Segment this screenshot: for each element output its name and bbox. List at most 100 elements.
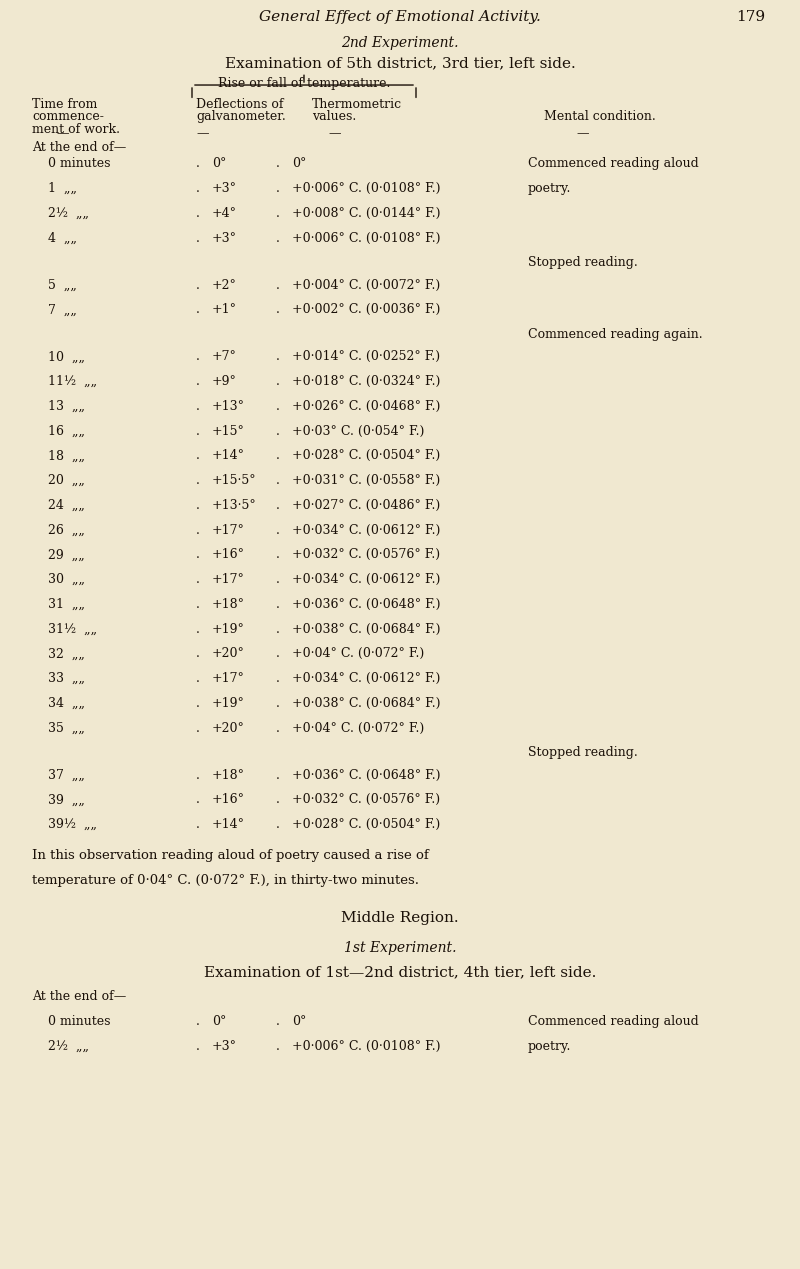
Text: —: —: [328, 127, 341, 140]
Text: +17°: +17°: [212, 673, 245, 685]
Text: .: .: [276, 647, 280, 660]
Text: —: —: [196, 127, 209, 140]
Text: .: .: [196, 303, 200, 316]
Text: .: .: [196, 449, 200, 462]
Text: General Effect of Emotional Activity.: General Effect of Emotional Activity.: [259, 10, 541, 24]
Text: Middle Region.: Middle Region.: [341, 911, 459, 925]
Text: temperature of 0·04° C. (0·072° F.), in thirty-two minutes.: temperature of 0·04° C. (0·072° F.), in …: [32, 874, 419, 887]
Text: +0·028° C. (0·0504° F.): +0·028° C. (0·0504° F.): [292, 449, 440, 462]
Text: 2nd Experiment.: 2nd Experiment.: [342, 36, 458, 49]
Text: .: .: [196, 499, 200, 511]
Text: .: .: [276, 157, 280, 170]
Text: At the end of—: At the end of—: [32, 990, 126, 1004]
Text: +0·018° C. (0·0324° F.): +0·018° C. (0·0324° F.): [292, 376, 440, 388]
Text: +14°: +14°: [212, 449, 245, 462]
Text: +0·034° C. (0·0612° F.): +0·034° C. (0·0612° F.): [292, 524, 440, 537]
Text: .: .: [196, 647, 200, 660]
Text: 0 minutes: 0 minutes: [48, 1015, 110, 1028]
Text: .: .: [196, 1015, 200, 1028]
Text: 0°: 0°: [292, 157, 306, 170]
Text: +0·032° C. (0·0576° F.): +0·032° C. (0·0576° F.): [292, 548, 440, 561]
Text: +20°: +20°: [212, 722, 245, 735]
Text: 1  „„: 1 „„: [48, 183, 77, 195]
Text: +0·004° C. (0·0072° F.): +0·004° C. (0·0072° F.): [292, 279, 440, 292]
Text: 2½  „„: 2½ „„: [48, 207, 89, 220]
Text: +3°: +3°: [212, 1039, 237, 1053]
Text: .: .: [196, 697, 200, 709]
Text: .: .: [276, 279, 280, 292]
Text: .: .: [196, 673, 200, 685]
Text: .: .: [276, 207, 280, 220]
Text: Deflections of: Deflections of: [196, 98, 283, 110]
Text: +0·002° C. (0·0036° F.): +0·002° C. (0·0036° F.): [292, 303, 440, 316]
Text: 1st Experiment.: 1st Experiment.: [344, 940, 456, 954]
Text: 0 minutes: 0 minutes: [48, 157, 110, 170]
Text: +2°: +2°: [212, 279, 237, 292]
Text: .: .: [276, 183, 280, 195]
Text: .: .: [276, 425, 280, 438]
Text: In this observation reading aloud of poetry caused a rise of: In this observation reading aloud of poe…: [32, 849, 429, 862]
Text: Commenced reading aloud: Commenced reading aloud: [528, 157, 698, 170]
Text: +0·038° C. (0·0684° F.): +0·038° C. (0·0684° F.): [292, 623, 441, 636]
Text: 5  „„: 5 „„: [48, 279, 77, 292]
Text: poetry.: poetry.: [528, 183, 571, 195]
Text: At the end of—: At the end of—: [32, 141, 126, 154]
Text: +0·034° C. (0·0612° F.): +0·034° C. (0·0612° F.): [292, 673, 440, 685]
Text: 10  „„: 10 „„: [48, 350, 85, 363]
Text: .: .: [196, 574, 200, 586]
Text: .: .: [276, 793, 280, 806]
Text: 26  „„: 26 „„: [48, 524, 85, 537]
Text: .: .: [276, 231, 280, 245]
Text: 18  „„: 18 „„: [48, 449, 85, 462]
Text: +17°: +17°: [212, 574, 245, 586]
Text: .: .: [196, 400, 200, 412]
Text: +0·006° C. (0·0108° F.): +0·006° C. (0·0108° F.): [292, 183, 441, 195]
Text: +0·027° C. (0·0486° F.): +0·027° C. (0·0486° F.): [292, 499, 440, 511]
Text: +4°: +4°: [212, 207, 237, 220]
Text: +14°: +14°: [212, 819, 245, 831]
Text: .: .: [276, 574, 280, 586]
Text: 7  „„: 7 „„: [48, 303, 77, 316]
Text: poetry.: poetry.: [528, 1039, 571, 1053]
Text: +0·031° C. (0·0558° F.): +0·031° C. (0·0558° F.): [292, 475, 440, 487]
Text: .: .: [276, 623, 280, 636]
Text: .: .: [196, 207, 200, 220]
Text: +13°: +13°: [212, 400, 245, 412]
Text: +0·026° C. (0·0468° F.): +0·026° C. (0·0468° F.): [292, 400, 440, 412]
Text: Mental condition.: Mental condition.: [544, 110, 656, 123]
Text: +17°: +17°: [212, 524, 245, 537]
Text: —: —: [56, 127, 69, 140]
Text: +0·04° C. (0·072° F.): +0·04° C. (0·072° F.): [292, 647, 424, 660]
Text: .: .: [276, 819, 280, 831]
Text: .: .: [276, 1039, 280, 1053]
Text: .: .: [196, 1039, 200, 1053]
Text: +19°: +19°: [212, 623, 245, 636]
Text: .: .: [196, 524, 200, 537]
Text: +0·014° C. (0·0252° F.): +0·014° C. (0·0252° F.): [292, 350, 440, 363]
Text: .: .: [276, 598, 280, 610]
Text: 24  „„: 24 „„: [48, 499, 85, 511]
Text: 2½  „„: 2½ „„: [48, 1039, 89, 1053]
Text: +18°: +18°: [212, 769, 245, 782]
Text: values.: values.: [312, 110, 356, 123]
Text: .: .: [276, 400, 280, 412]
Text: .: .: [196, 623, 200, 636]
Text: .: .: [196, 279, 200, 292]
Text: +1°: +1°: [212, 303, 237, 316]
Text: +16°: +16°: [212, 548, 245, 561]
Text: +0·036° C. (0·0648° F.): +0·036° C. (0·0648° F.): [292, 769, 441, 782]
Text: .: .: [196, 475, 200, 487]
Text: .: .: [196, 425, 200, 438]
Text: 39  „„: 39 „„: [48, 793, 85, 806]
Text: 13  „„: 13 „„: [48, 400, 85, 412]
Text: 29  „„: 29 „„: [48, 548, 85, 561]
Text: +0·008° C. (0·0144° F.): +0·008° C. (0·0144° F.): [292, 207, 441, 220]
Text: ment of work.: ment of work.: [32, 123, 120, 136]
Text: +0·036° C. (0·0648° F.): +0·036° C. (0·0648° F.): [292, 598, 441, 610]
Text: galvanometer.: galvanometer.: [196, 110, 286, 123]
Text: .: .: [276, 548, 280, 561]
Text: .: .: [276, 475, 280, 487]
Text: 0°: 0°: [212, 1015, 226, 1028]
Text: .: .: [276, 499, 280, 511]
Text: .: .: [196, 231, 200, 245]
